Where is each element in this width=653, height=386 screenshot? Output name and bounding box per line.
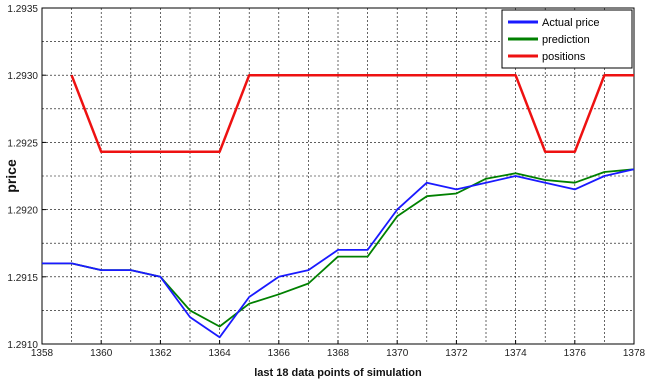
series-line-positions — [70, 73, 634, 154]
x-tick-label: 1370 — [386, 348, 409, 359]
x-tick-label: 1364 — [208, 348, 231, 359]
x-tick-label: 1360 — [90, 348, 113, 359]
y-tick-label: 1.2910 — [7, 340, 38, 351]
x-axis-title: last 18 data points of simulation — [254, 367, 422, 379]
y-tick-label: 1.2935 — [7, 4, 38, 15]
y-tick-label: 1.2920 — [7, 206, 38, 217]
x-tick-label: 1362 — [149, 348, 172, 359]
x-tick-label: 1374 — [504, 348, 527, 359]
x-tick-label: 1372 — [445, 348, 468, 359]
legend-label: positions — [542, 51, 586, 63]
x-tick-label: 1376 — [564, 348, 587, 359]
y-axis-ticks: 1.2910 1.2915 1.2920 1.2925 1.2930 1.2935 — [7, 4, 46, 351]
x-tick-label: 1366 — [268, 348, 291, 359]
legend-label: Actual price — [542, 17, 599, 29]
y-axis-title: price — [3, 159, 19, 193]
y-tick-label: 1.2925 — [7, 138, 38, 149]
legend: Actual price prediction positions — [501, 9, 633, 69]
y-tick-label: 1.2915 — [7, 273, 38, 284]
grid — [42, 8, 634, 344]
y-tick-label: 1.2930 — [7, 71, 38, 82]
x-tick-label: 1368 — [327, 348, 350, 359]
x-axis-ticks: 1358 1360 1362 1364 1366 1368 1370 1372 1374 1376… — [31, 340, 646, 359]
legend-label: prediction — [542, 34, 590, 46]
x-tick-label: 1378 — [623, 348, 646, 359]
x-tick-label: 1358 — [31, 348, 54, 359]
series-line-actual-price — [42, 168, 635, 339]
